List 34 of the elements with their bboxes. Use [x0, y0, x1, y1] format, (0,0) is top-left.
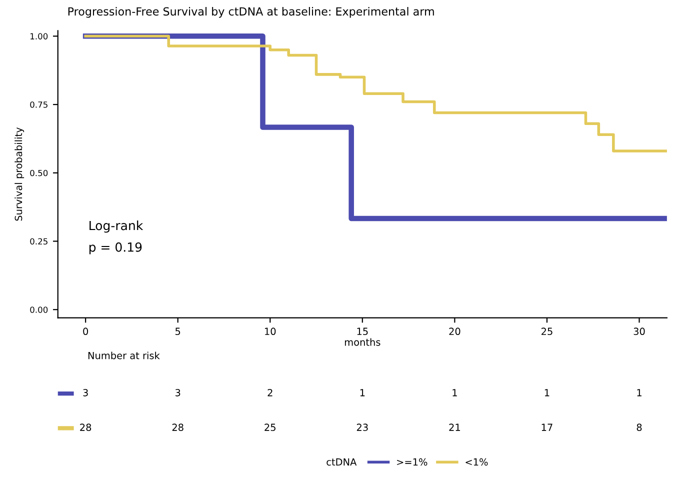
text: 21 — [449, 424, 460, 431]
text: 1 — [637, 389, 642, 396]
text: 8 — [636, 424, 642, 431]
y-tick-label: 1.00 — [30, 33, 48, 40]
x-tick-label: 30 — [634, 328, 645, 336]
y-axis-title: Survival probability — [14, 127, 24, 221]
text: 1 — [544, 389, 550, 396]
x-tick-label: 0 — [83, 328, 88, 336]
text: 1 — [360, 389, 365, 396]
text: 28 — [80, 424, 92, 431]
chart-title: Progression-Free Survival by ctDNA at baseline: Experimental arm — [68, 7, 434, 18]
legend-label: <1% — [466, 458, 488, 466]
x-tick-label: 25 — [542, 328, 552, 336]
legend-label: >=1% — [397, 458, 428, 466]
x-axis-title: months — [344, 338, 380, 346]
annotation: Log-rank p = 0.19 — [89, 220, 144, 254]
y-tick-label: 0.25 — [30, 238, 48, 245]
x-tick-label: 5 — [176, 328, 180, 336]
legend-title: ctDNA — [326, 458, 357, 466]
text: 2 — [268, 388, 272, 396]
text: Number at risk — [88, 352, 160, 360]
text: 23 — [356, 424, 368, 431]
y-tick-label: 0.75 — [30, 101, 48, 108]
x-tick-label: 20 — [449, 328, 460, 336]
text: 17 — [542, 424, 552, 431]
text: 25 — [264, 424, 276, 431]
text: 1 — [452, 389, 457, 396]
text: 28 — [172, 424, 184, 431]
y-tick-label: 0.00 — [30, 306, 48, 313]
text: 3 — [175, 388, 180, 396]
x-tick-label: 15 — [357, 328, 368, 336]
x-tick-label: 10 — [265, 328, 276, 336]
y-tick-label: 0.50 — [30, 170, 48, 176]
text: 3 — [83, 388, 88, 396]
